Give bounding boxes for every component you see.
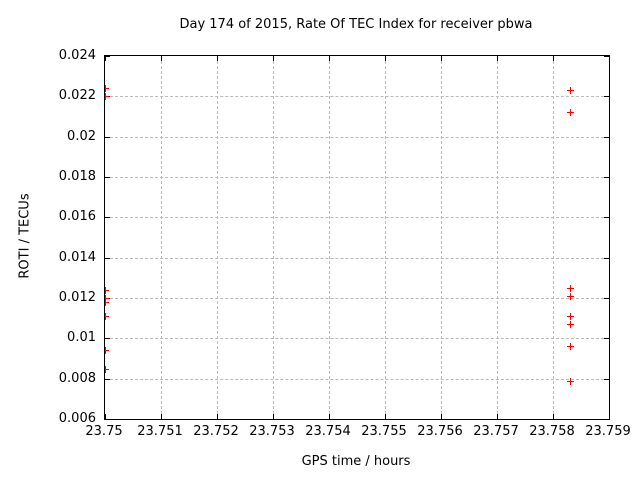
x-tick xyxy=(609,56,610,61)
gridline xyxy=(441,56,442,419)
y-tick xyxy=(604,217,609,219)
x-tick-label: 23.751 xyxy=(137,424,183,439)
data-point-marker xyxy=(566,377,574,385)
gridline xyxy=(329,56,330,419)
gridline xyxy=(105,136,609,138)
x-tick xyxy=(385,414,386,419)
y-tick xyxy=(105,136,110,138)
x-tick xyxy=(273,56,274,61)
y-tick-label: 0.012 xyxy=(58,290,96,305)
x-tick xyxy=(497,414,498,419)
x-tick-label: 23.754 xyxy=(305,424,351,439)
data-point-marker xyxy=(566,87,574,95)
x-tick-label: 23.756 xyxy=(417,424,463,439)
x-tick xyxy=(609,414,610,419)
y-tick xyxy=(604,56,609,57)
x-tick-label: 23.755 xyxy=(361,424,407,439)
data-point-marker xyxy=(105,365,109,373)
data-point-marker xyxy=(566,284,574,292)
gridline xyxy=(105,298,609,299)
x-tick xyxy=(385,56,386,61)
y-tick xyxy=(105,338,110,340)
gridline xyxy=(105,257,609,259)
y-tick xyxy=(604,378,609,380)
y-tick-label: 0.022 xyxy=(58,88,96,104)
x-tick xyxy=(217,56,218,61)
gridline xyxy=(105,177,609,178)
x-tick xyxy=(553,56,554,61)
x-tick-label: 23.758 xyxy=(529,424,575,439)
x-tick xyxy=(329,56,330,61)
y-tick xyxy=(604,338,609,340)
gridline xyxy=(105,378,609,380)
x-tick xyxy=(441,56,442,61)
gridline xyxy=(105,338,609,340)
data-point-marker xyxy=(105,313,109,321)
y-tick-label: 0.014 xyxy=(58,249,96,265)
data-point-marker xyxy=(566,343,574,351)
x-tick xyxy=(497,56,498,61)
x-tick xyxy=(553,414,554,419)
gridline xyxy=(161,56,162,419)
x-tick-label: 23.75 xyxy=(85,424,123,439)
x-tick xyxy=(441,414,442,419)
y-axis-label: ROTI / TECUs xyxy=(17,193,33,279)
data-point-marker xyxy=(566,109,574,117)
y-tick-label: 0.02 xyxy=(67,128,96,144)
data-point-marker xyxy=(105,85,109,93)
plot-area xyxy=(104,55,610,420)
gridline xyxy=(105,217,609,219)
chart-title: Day 174 of 2015, Rate Of TEC Index for r… xyxy=(179,17,533,32)
x-tick xyxy=(105,414,106,419)
y-tick xyxy=(604,419,609,420)
y-tick-label: 0.024 xyxy=(58,48,96,63)
y-tick xyxy=(105,217,110,219)
gridline xyxy=(385,56,386,419)
y-tick xyxy=(604,136,609,138)
x-tick xyxy=(217,414,218,419)
y-tick-label: 0.018 xyxy=(58,169,96,184)
data-point-marker xyxy=(105,93,109,101)
data-point-marker xyxy=(566,321,574,329)
gridline xyxy=(497,56,498,419)
y-tick xyxy=(604,298,609,299)
y-tick-label: 0.006 xyxy=(58,411,96,426)
data-point-marker xyxy=(566,313,574,321)
y-tick xyxy=(105,257,110,259)
y-tick xyxy=(105,419,110,420)
x-tick xyxy=(273,414,274,419)
x-tick-label: 23.757 xyxy=(473,424,519,439)
data-point-marker xyxy=(105,286,109,294)
data-point-marker xyxy=(566,292,574,300)
x-tick xyxy=(161,56,162,61)
x-axis-label: GPS time / hours xyxy=(301,454,411,469)
gridline xyxy=(553,56,554,419)
y-tick xyxy=(105,177,110,178)
x-tick xyxy=(161,414,162,419)
y-tick-label: 0.016 xyxy=(58,209,96,225)
y-tick-label: 0.008 xyxy=(58,370,96,386)
y-tick xyxy=(604,96,609,98)
x-tick xyxy=(105,56,106,61)
y-tick xyxy=(604,177,609,178)
gridline xyxy=(217,56,218,419)
data-point-marker xyxy=(105,347,109,355)
x-tick-label: 23.752 xyxy=(193,424,239,439)
x-tick xyxy=(329,414,330,419)
x-tick-label: 23.759 xyxy=(585,424,631,439)
data-point-marker xyxy=(105,299,109,307)
gridline xyxy=(273,56,274,419)
x-tick-label: 23.753 xyxy=(249,424,295,439)
y-tick-label: 0.01 xyxy=(67,330,96,346)
data-point-marker xyxy=(105,295,109,302)
y-tick xyxy=(105,378,110,380)
y-tick xyxy=(604,257,609,259)
gridline xyxy=(105,96,609,98)
y-tick xyxy=(105,56,110,57)
